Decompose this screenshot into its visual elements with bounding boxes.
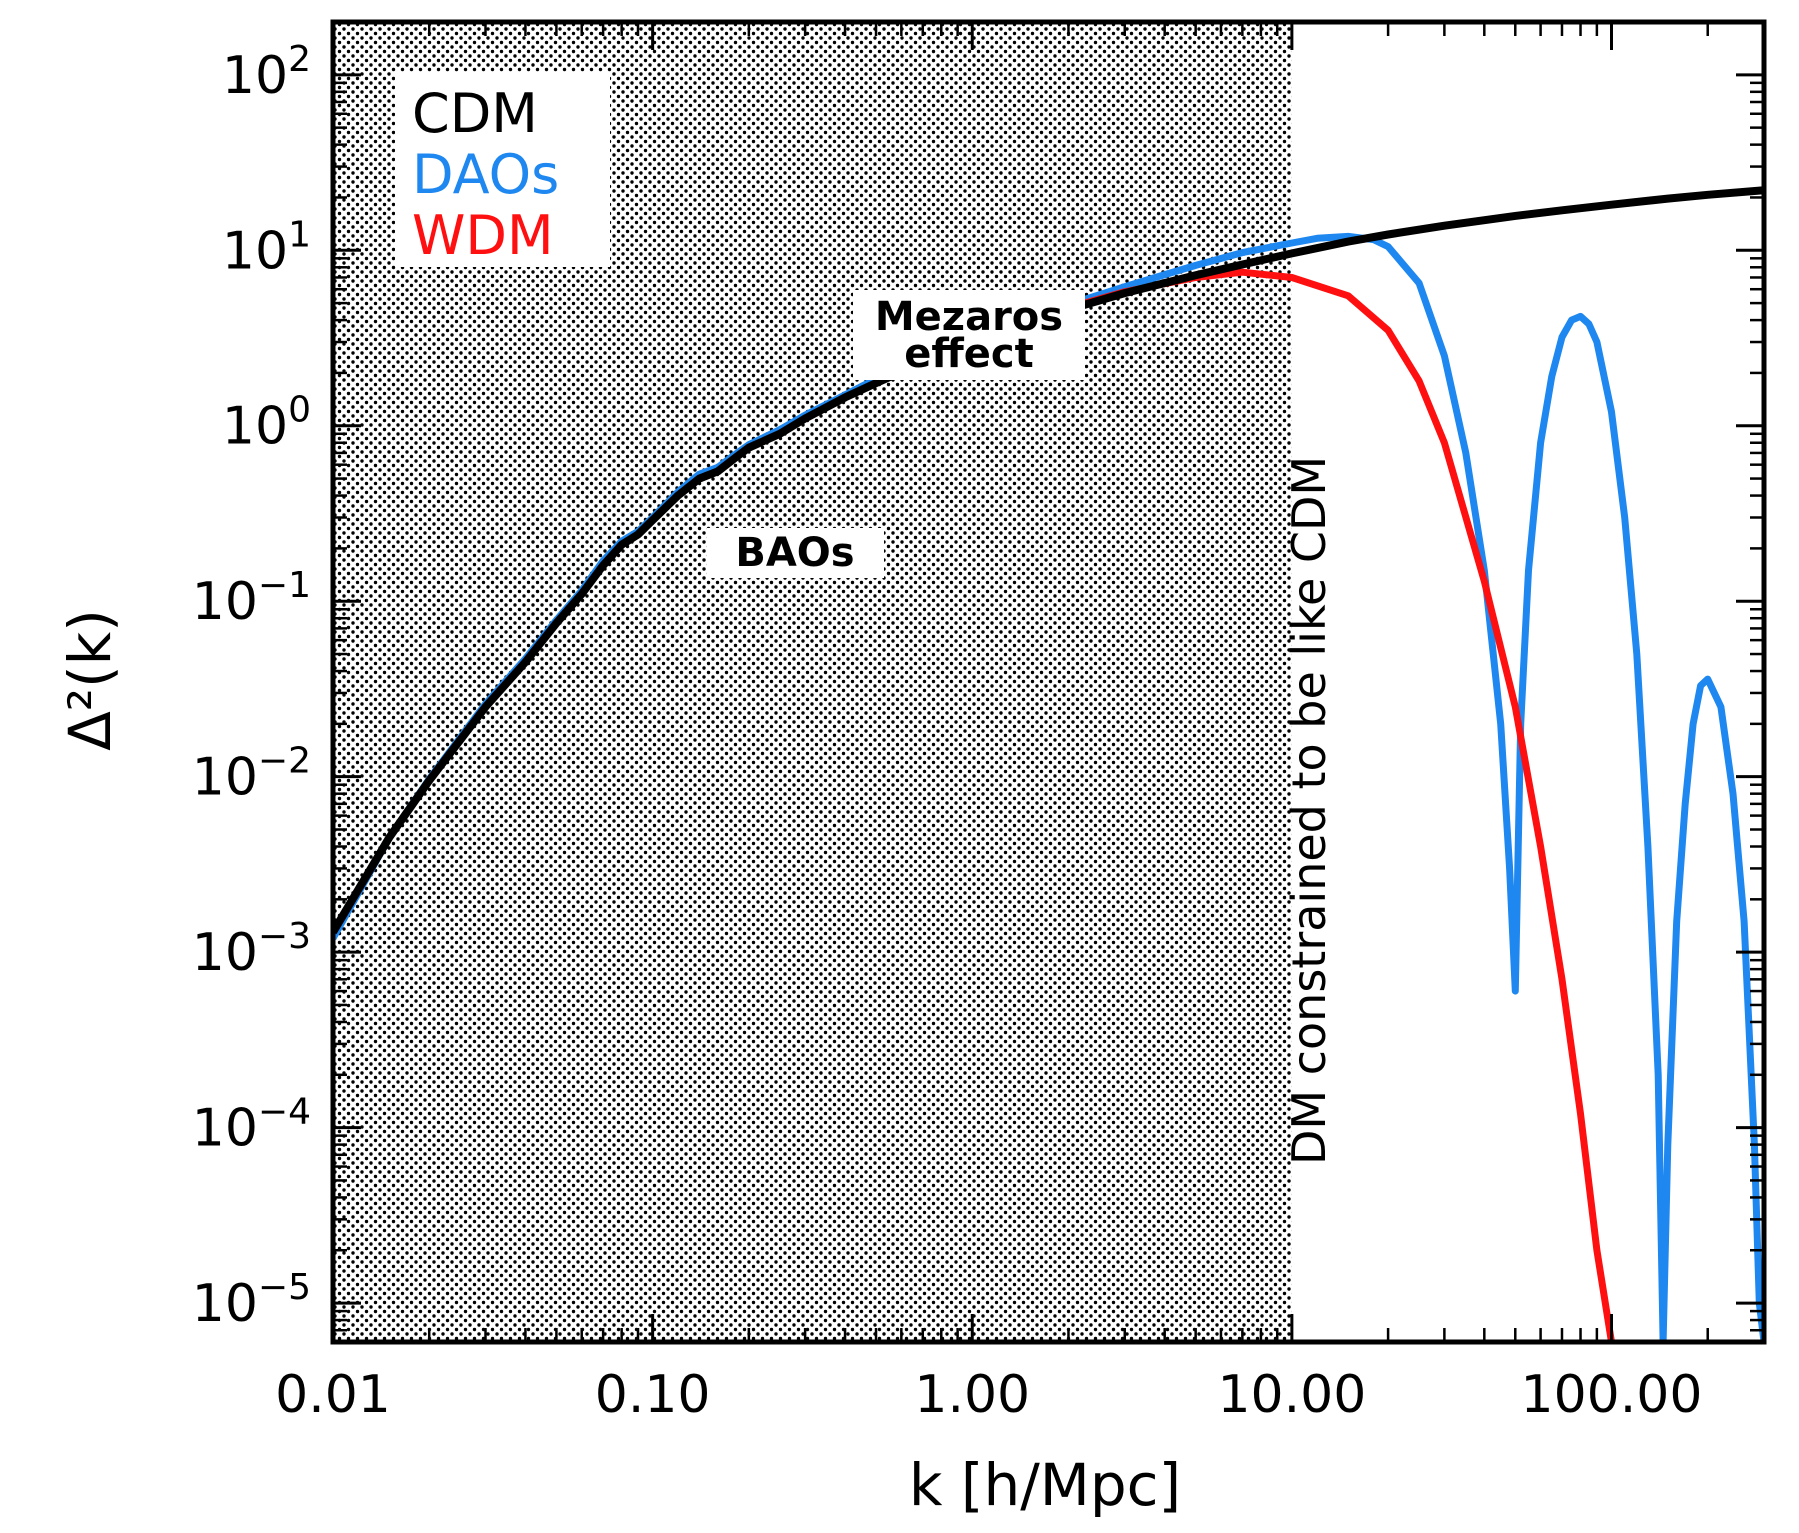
mezaros-label-line1: Mezaros	[875, 294, 1063, 340]
x-tick-label: 100.00	[1521, 1365, 1703, 1425]
legend-entry-wdm: WDM	[412, 204, 554, 267]
baos-background	[707, 528, 884, 578]
mezaros-label-line2: effect	[904, 331, 1034, 377]
y-tick-label: 101	[222, 214, 311, 281]
series-line-wdm	[1067, 268, 1615, 1342]
x-tick-label: 0.01	[275, 1365, 391, 1425]
x-tick-label: 10.00	[1217, 1365, 1366, 1425]
mezaros-background	[853, 290, 1085, 380]
legend-background	[395, 72, 610, 267]
x-axis-title: k [h/Mpc]	[909, 1451, 1181, 1519]
baos-annotation: BAOs	[707, 528, 884, 578]
series-layer	[333, 186, 1764, 1342]
x-tick-label: 1.00	[914, 1365, 1030, 1425]
legend: CDM DAOs WDM	[395, 72, 610, 267]
constraint-label: DM constrained to be like CDM	[1282, 456, 1336, 1165]
y-tick-label: 10−5	[192, 1267, 311, 1334]
baos-label: BAOs	[735, 530, 854, 576]
y-tick-label: 102	[222, 39, 311, 106]
y-tick-label: 10−1	[192, 565, 311, 632]
y-tick-label: 10−4	[192, 1092, 311, 1159]
y-tick-label: 10−3	[192, 916, 311, 983]
y-tick-label: 100	[222, 390, 311, 457]
series-line-cdm	[333, 186, 1764, 935]
mezaros-annotation: Mezaros effect	[853, 290, 1085, 380]
legend-entry-daos: DAOs	[412, 143, 559, 206]
plot-frame	[330, 19, 1767, 1345]
legend-entry-cdm: CDM	[412, 82, 538, 145]
x-tick-label: 0.10	[595, 1365, 711, 1425]
y-tick-label: 10−2	[192, 741, 311, 808]
y-axis-title: Δ²(k)	[56, 609, 124, 751]
